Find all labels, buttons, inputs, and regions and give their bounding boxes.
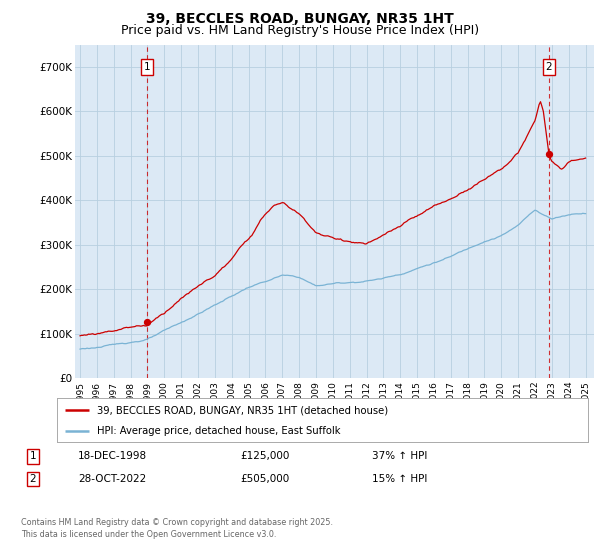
Text: 28-OCT-2022: 28-OCT-2022 bbox=[78, 474, 146, 484]
Text: Price paid vs. HM Land Registry's House Price Index (HPI): Price paid vs. HM Land Registry's House … bbox=[121, 24, 479, 37]
Text: 39, BECCLES ROAD, BUNGAY, NR35 1HT (detached house): 39, BECCLES ROAD, BUNGAY, NR35 1HT (deta… bbox=[97, 405, 388, 415]
Text: 1: 1 bbox=[143, 62, 150, 72]
Text: 37% ↑ HPI: 37% ↑ HPI bbox=[372, 451, 427, 461]
Text: 2: 2 bbox=[545, 62, 553, 72]
Point bbox=[544, 149, 554, 158]
Text: £505,000: £505,000 bbox=[240, 474, 289, 484]
Text: 15% ↑ HPI: 15% ↑ HPI bbox=[372, 474, 427, 484]
Text: 18-DEC-1998: 18-DEC-1998 bbox=[78, 451, 147, 461]
Text: 1: 1 bbox=[29, 451, 37, 461]
Point bbox=[142, 318, 152, 327]
Text: Contains HM Land Registry data © Crown copyright and database right 2025.
This d: Contains HM Land Registry data © Crown c… bbox=[21, 518, 333, 539]
Text: 2: 2 bbox=[29, 474, 37, 484]
Text: £125,000: £125,000 bbox=[240, 451, 289, 461]
Text: 39, BECCLES ROAD, BUNGAY, NR35 1HT: 39, BECCLES ROAD, BUNGAY, NR35 1HT bbox=[146, 12, 454, 26]
Text: HPI: Average price, detached house, East Suffolk: HPI: Average price, detached house, East… bbox=[97, 426, 340, 436]
